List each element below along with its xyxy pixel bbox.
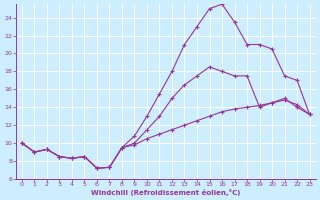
X-axis label: Windchill (Refroidissement éolien,°C): Windchill (Refroidissement éolien,°C) bbox=[91, 189, 240, 196]
